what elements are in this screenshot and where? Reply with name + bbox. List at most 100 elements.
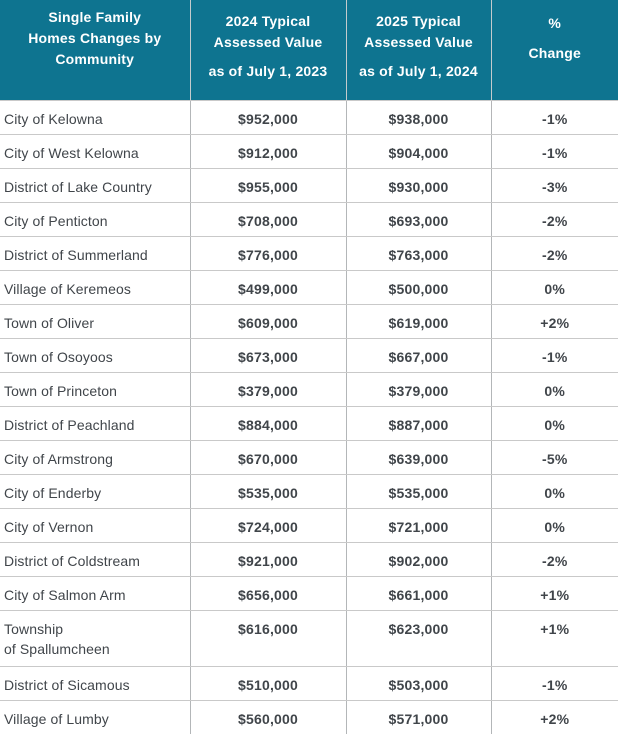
value-2025-cell: $721,000 <box>346 508 492 543</box>
pct-change-cell: -2% <box>491 202 618 237</box>
value-2024-cell: $952,000 <box>190 100 347 135</box>
value-2025-cell: $619,000 <box>346 304 492 339</box>
community-cell: City of Armstrong <box>0 440 191 475</box>
header-2025-subtitle: as of July 1, 2024 <box>359 63 478 79</box>
value-2025-cell: $904,000 <box>346 134 492 169</box>
header-2025-title: 2025 Typical Assessed Value <box>364 13 473 50</box>
table-row: District of Coldstream $921,000 $902,000 -2… <box>0 542 618 577</box>
community-cell: Village of Lumby <box>0 700 191 734</box>
community-cell: District of Lake Country <box>0 168 191 203</box>
community-cell: City of Enderby <box>0 474 191 509</box>
value-2024-cell: $535,000 <box>190 474 347 509</box>
value-2024-cell: $560,000 <box>190 700 347 734</box>
table-row: City of Penticton $708,000 $693,000 -2% <box>0 202 618 237</box>
header-2025-value: 2025 Typical Assessed Value as of July 1… <box>346 0 492 101</box>
value-2025-cell: $379,000 <box>346 372 492 407</box>
header-community-label: Single Family Homes Changes by Community <box>28 9 162 67</box>
value-2025-cell: $571,000 <box>346 700 492 734</box>
value-2025-cell: $661,000 <box>346 576 492 611</box>
pct-change-cell: 0% <box>491 270 618 305</box>
header-pct-symbol: % <box>548 15 562 31</box>
value-2025-cell: $887,000 <box>346 406 492 441</box>
table-row: City of Armstrong $670,000 $639,000 -5% <box>0 440 618 475</box>
table-row: City of Vernon $724,000 $721,000 0% <box>0 508 618 543</box>
table-row: Village of Lumby $560,000 $571,000 +2% <box>0 700 618 734</box>
header-community: Single Family Homes Changes by Community <box>0 0 191 101</box>
value-2024-cell: $609,000 <box>190 304 347 339</box>
value-2024-cell: $379,000 <box>190 372 347 407</box>
pct-change-cell: +1% <box>491 610 618 667</box>
table-row: Township of Spallumcheen $616,000 $623,000… <box>0 610 618 667</box>
value-2024-cell: $912,000 <box>190 134 347 169</box>
community-cell: Township of Spallumcheen <box>0 610 191 667</box>
value-2025-cell: $623,000 <box>346 610 492 667</box>
community-cell: District of Coldstream <box>0 542 191 577</box>
table-row: Town of Princeton $379,000 $379,000 0% <box>0 372 618 407</box>
value-2024-cell: $670,000 <box>190 440 347 475</box>
header-2024-value: 2024 Typical Assessed Value as of July 1… <box>190 0 347 101</box>
value-2024-cell: $955,000 <box>190 168 347 203</box>
table-row: District of Peachland $884,000 $887,000 0% <box>0 406 618 441</box>
pct-change-cell: 0% <box>491 474 618 509</box>
pct-change-cell: -5% <box>491 440 618 475</box>
header-pct-change: % Change <box>491 0 618 101</box>
value-2025-cell: $938,000 <box>346 100 492 135</box>
value-2024-cell: $921,000 <box>190 542 347 577</box>
value-2024-cell: $884,000 <box>190 406 347 441</box>
value-2025-cell: $667,000 <box>346 338 492 373</box>
value-2024-cell: $616,000 <box>190 610 347 667</box>
value-2024-cell: $724,000 <box>190 508 347 543</box>
value-2024-cell: $776,000 <box>190 236 347 271</box>
header-row: Single Family Homes Changes by Community… <box>0 0 618 101</box>
value-2024-cell: $499,000 <box>190 270 347 305</box>
table-row: City of West Kelowna $912,000 $904,000 -1% <box>0 134 618 169</box>
community-cell: Town of Oliver <box>0 304 191 339</box>
pct-change-cell: -1% <box>491 100 618 135</box>
table-row: City of Kelowna $952,000 $938,000 -1% <box>0 100 618 135</box>
value-2024-cell: $673,000 <box>190 338 347 373</box>
pct-change-cell: -2% <box>491 542 618 577</box>
community-cell: District of Sicamous <box>0 666 191 701</box>
community-cell: City of West Kelowna <box>0 134 191 169</box>
community-cell: City of Kelowna <box>0 100 191 135</box>
community-cell: City of Salmon Arm <box>0 576 191 611</box>
pct-change-cell: -1% <box>491 338 618 373</box>
value-2025-cell: $930,000 <box>346 168 492 203</box>
pct-change-cell: -3% <box>491 168 618 203</box>
pct-change-cell: -1% <box>491 134 618 169</box>
community-cell: City of Penticton <box>0 202 191 237</box>
pct-change-cell: -1% <box>491 666 618 701</box>
pct-change-cell: +2% <box>491 700 618 734</box>
table-row: District of Sicamous $510,000 $503,000 -1% <box>0 666 618 701</box>
value-2025-cell: $500,000 <box>346 270 492 305</box>
value-2024-cell: $656,000 <box>190 576 347 611</box>
header-2024-subtitle: as of July 1, 2023 <box>208 63 328 79</box>
table-row: District of Summerland $776,000 $763,000 -2… <box>0 236 618 271</box>
table-header: Single Family Homes Changes by Community… <box>0 0 618 101</box>
community-cell: District of Summerland <box>0 236 191 271</box>
value-2025-cell: $763,000 <box>346 236 492 271</box>
community-cell: City of Vernon <box>0 508 191 543</box>
pct-change-cell: +2% <box>491 304 618 339</box>
value-2025-cell: $535,000 <box>346 474 492 509</box>
value-2024-cell: $510,000 <box>190 666 347 701</box>
value-2024-cell: $708,000 <box>190 202 347 237</box>
community-cell: District of Peachland <box>0 406 191 441</box>
table-row: City of Enderby $535,000 $535,000 0% <box>0 474 618 509</box>
pct-change-cell: +1% <box>491 576 618 611</box>
value-2025-cell: $693,000 <box>346 202 492 237</box>
value-2025-cell: $639,000 <box>346 440 492 475</box>
table-row: Town of Osoyoos $673,000 $667,000 -1% <box>0 338 618 373</box>
community-cell: Village of Keremeos <box>0 270 191 305</box>
pct-change-cell: 0% <box>491 372 618 407</box>
table-row: District of Lake Country $955,000 $930,000… <box>0 168 618 203</box>
community-cell: Town of Princeton <box>0 372 191 407</box>
table-row: Town of Oliver $609,000 $619,000 +2% <box>0 304 618 339</box>
header-pct-label: Change <box>528 45 582 61</box>
table-row: Village of Keremeos $499,000 $500,000 0% <box>0 270 618 305</box>
pct-change-cell: 0% <box>491 406 618 441</box>
pct-change-cell: 0% <box>491 508 618 543</box>
table-row: City of Salmon Arm $656,000 $661,000 +1% <box>0 576 618 611</box>
